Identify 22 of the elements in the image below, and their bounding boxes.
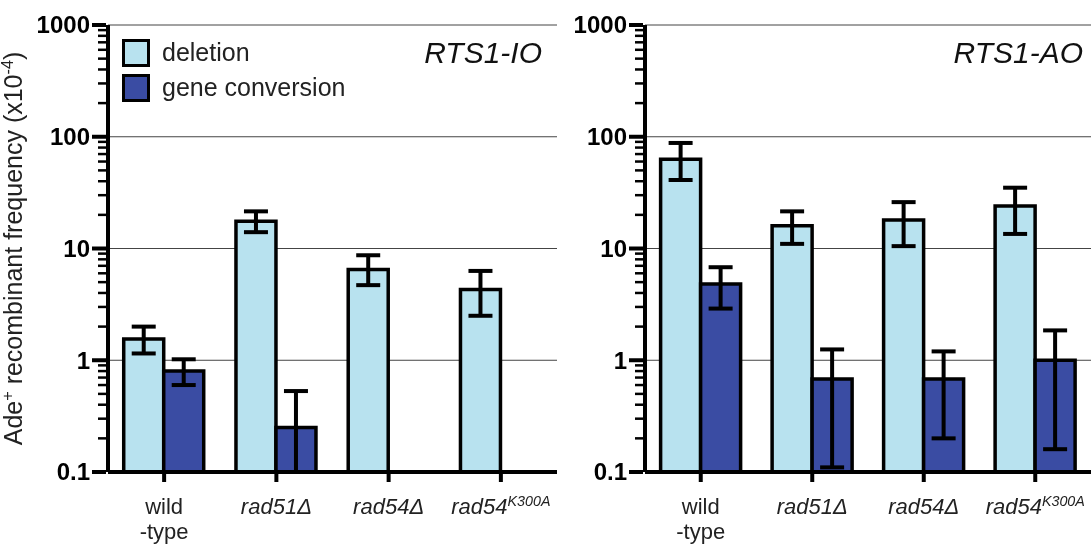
y-tick-label: 1000 [36,11,90,39]
x-tick-label: rad51Δ [240,493,312,519]
x-tick-label: rad54Δ [888,493,960,519]
y-tick-label: 10 [63,234,90,262]
y-tick-label: 100 [49,123,90,151]
y-tick-label: 10 [600,234,627,262]
x-tick-label: rad54$^{K300A}$ [451,492,551,519]
y-tick-label: 1 [613,346,627,374]
x-tick-label: rad51Δ [776,493,848,519]
y-tick-label: 1 [76,346,90,374]
y-tick-label: 0.1 [593,458,627,486]
chart-title: RTS1-AO [953,36,1083,70]
x-tick-label: wild -type [676,493,726,545]
y-tick-label: 100 [586,123,627,151]
y-tick-label: 1000 [573,11,627,39]
legend-label: deletion [162,38,250,67]
x-tick-label: rad54Δ [353,493,425,519]
chart-title: RTS1-IO [424,36,542,70]
x-tick-label: wild -type [139,493,189,545]
x-tick-label: rad54$^{K300A}$ [985,492,1085,519]
legend-label: gene conversion [162,73,346,102]
y-tick-label: 0.1 [56,458,90,486]
